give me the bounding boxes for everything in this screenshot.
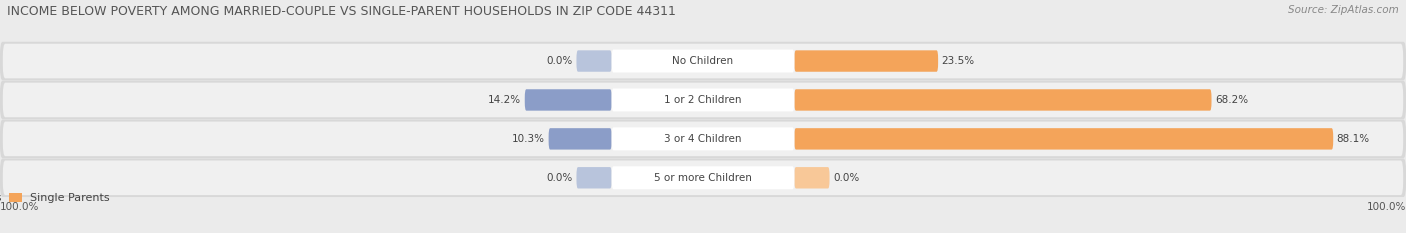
FancyBboxPatch shape [548,128,612,150]
FancyBboxPatch shape [524,89,612,111]
Text: 0.0%: 0.0% [832,173,859,183]
Text: 100.0%: 100.0% [0,202,39,212]
FancyBboxPatch shape [576,167,612,188]
FancyBboxPatch shape [0,158,1406,197]
FancyBboxPatch shape [612,89,794,111]
Legend: Married Couples, Single Parents: Married Couples, Single Parents [0,188,114,208]
FancyBboxPatch shape [794,167,830,188]
Text: 100.0%: 100.0% [1367,202,1406,212]
FancyBboxPatch shape [3,122,1403,156]
Text: 0.0%: 0.0% [547,173,574,183]
FancyBboxPatch shape [794,128,1333,150]
FancyBboxPatch shape [794,50,938,72]
FancyBboxPatch shape [794,89,1212,111]
Text: 10.3%: 10.3% [512,134,546,144]
Text: 14.2%: 14.2% [488,95,522,105]
FancyBboxPatch shape [576,50,612,72]
Text: 23.5%: 23.5% [942,56,974,66]
FancyBboxPatch shape [612,166,794,189]
Text: 68.2%: 68.2% [1215,95,1249,105]
Text: Source: ZipAtlas.com: Source: ZipAtlas.com [1288,5,1399,15]
FancyBboxPatch shape [3,44,1403,78]
FancyBboxPatch shape [3,83,1403,117]
Text: 1 or 2 Children: 1 or 2 Children [664,95,742,105]
FancyBboxPatch shape [612,127,794,150]
FancyBboxPatch shape [0,81,1406,119]
FancyBboxPatch shape [0,120,1406,158]
Text: 0.0%: 0.0% [547,56,574,66]
Text: 5 or more Children: 5 or more Children [654,173,752,183]
Text: No Children: No Children [672,56,734,66]
FancyBboxPatch shape [612,50,794,72]
Text: 3 or 4 Children: 3 or 4 Children [664,134,742,144]
Text: 88.1%: 88.1% [1337,134,1369,144]
FancyBboxPatch shape [0,42,1406,80]
Text: INCOME BELOW POVERTY AMONG MARRIED-COUPLE VS SINGLE-PARENT HOUSEHOLDS IN ZIP COD: INCOME BELOW POVERTY AMONG MARRIED-COUPL… [7,5,676,18]
FancyBboxPatch shape [3,161,1403,195]
